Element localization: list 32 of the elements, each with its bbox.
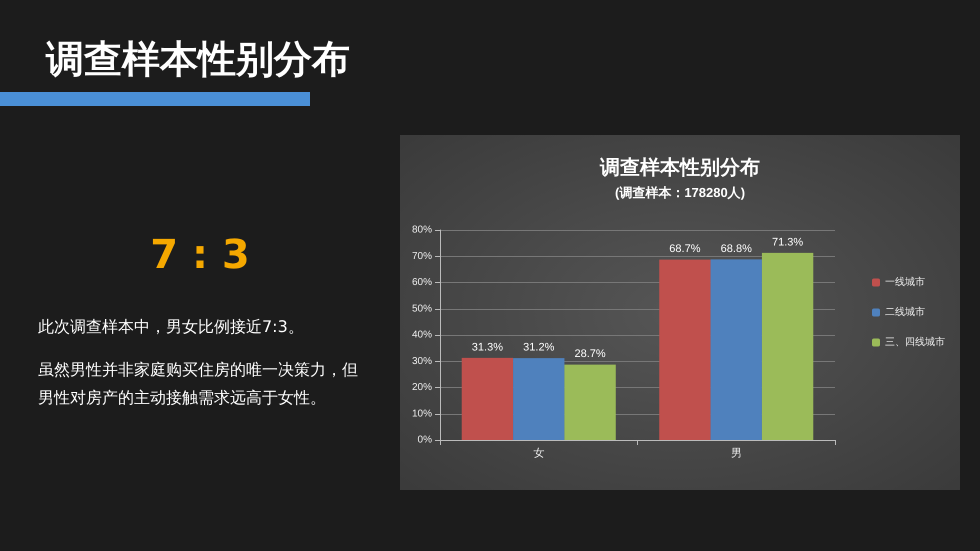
data-label: 31.2%	[523, 342, 555, 354]
text: 调查样本性别分布	[46, 36, 350, 83]
y-tick-label: 0%	[418, 434, 432, 446]
bar	[462, 358, 514, 440]
x-tick-label: 男	[730, 448, 742, 460]
legend-label: 一线城市	[885, 276, 925, 288]
y-tick-label: 30%	[412, 356, 432, 367]
bar	[762, 252, 814, 440]
bar	[564, 364, 616, 440]
y-tick-label: 20%	[412, 382, 432, 393]
bar	[710, 259, 762, 440]
text: 此次调查样本中，男女比例接近7:3。	[38, 316, 305, 338]
y-tick-label: 60%	[412, 277, 432, 288]
chart-title: 调查样本性别分布	[599, 157, 760, 179]
text: 虽然男性并非家庭购买住房的唯一决策力，但男性对房产的主动接触需求远高于女性。	[38, 359, 358, 409]
text: 7 : 3	[149, 232, 251, 278]
chart-subtitle: (调查样本：178280人)	[614, 185, 746, 200]
data-label: 28.7%	[574, 348, 606, 360]
bar	[513, 358, 564, 440]
x-tick-label: 女	[533, 448, 544, 460]
data-label: 68.8%	[720, 242, 752, 255]
data-label: 68.7%	[669, 243, 701, 256]
y-tick-label: 40%	[412, 330, 432, 340]
y-tick-label: 50%	[412, 303, 432, 314]
data-label: 71.3%	[772, 236, 804, 248]
bar	[659, 260, 711, 440]
y-tick-label: 70%	[412, 250, 432, 262]
legend-label: 二线城市	[885, 306, 925, 318]
y-tick-label: 10%	[412, 408, 432, 420]
y-tick-label: 80%	[412, 224, 432, 236]
data-label: 31.3%	[472, 341, 504, 354]
legend-label: 三、四线城市	[885, 336, 945, 348]
